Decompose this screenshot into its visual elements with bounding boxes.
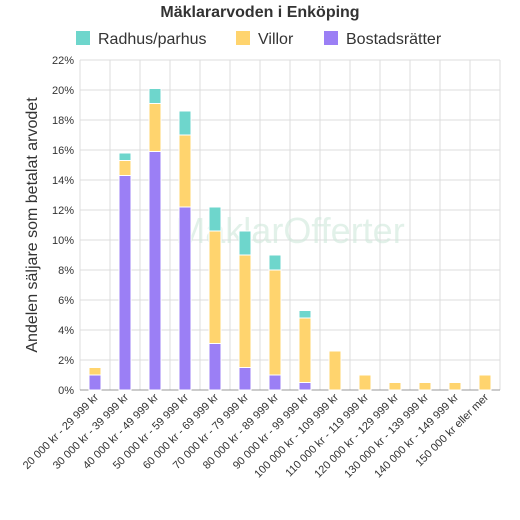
y-tick-label: 0%	[58, 385, 74, 397]
bar-segment	[478, 374, 492, 391]
bar-segment	[238, 367, 252, 391]
y-tick-label: 14%	[52, 175, 74, 187]
legend-swatch	[324, 31, 338, 45]
bar-segment	[118, 152, 132, 161]
bar-segment	[148, 88, 162, 104]
y-tick-label: 20%	[52, 85, 74, 97]
bar-segment	[238, 254, 252, 368]
bar-segment	[238, 230, 252, 256]
bar-segment	[298, 382, 312, 391]
y-axis-ticks: 0% 2% 4% 6% 8% 10% 12% 14% 16% 18% 20% 22%	[52, 55, 74, 397]
bar-segment	[88, 374, 102, 391]
bar-segment	[448, 382, 462, 391]
y-axis-label: Andelen säljare som betalat arvodet	[24, 97, 41, 353]
bar-segment	[148, 103, 162, 152]
bar-segment	[118, 160, 132, 176]
bar-segment	[268, 254, 282, 271]
bar-segment	[178, 110, 192, 136]
bars	[88, 88, 492, 391]
y-tick-label: 10%	[52, 235, 74, 247]
y-tick-label: 12%	[52, 205, 74, 217]
bar-segment	[118, 175, 132, 391]
y-tick-label: 18%	[52, 115, 74, 127]
bar-segment	[208, 230, 222, 344]
bar-segment	[88, 367, 102, 376]
bar-segment	[388, 382, 402, 391]
y-tick-label: 2%	[58, 355, 74, 367]
legend: Radhus/parhus Villor Bostadsrätter	[76, 31, 442, 48]
legend-swatch	[76, 31, 90, 45]
bar-segment	[328, 350, 342, 391]
bar-segment	[298, 317, 312, 383]
y-tick-label: 16%	[52, 145, 74, 157]
bar-segment	[418, 382, 432, 391]
legend-label: Villor	[258, 31, 294, 48]
legend-label: Bostadsrätter	[346, 31, 442, 48]
chart-title: Mäklararvoden i Enköping	[160, 4, 359, 21]
bar-segment	[148, 151, 162, 391]
bar-segment	[268, 269, 282, 376]
y-tick-label: 4%	[58, 325, 74, 337]
bar-segment	[358, 374, 372, 391]
legend-label: Radhus/parhus	[98, 31, 207, 48]
y-tick-label: 6%	[58, 295, 74, 307]
bar-segment	[178, 134, 192, 208]
bar-segment	[298, 310, 312, 319]
bar-segment	[268, 374, 282, 391]
bar-segment	[208, 343, 222, 391]
bar-segment	[208, 206, 222, 232]
y-tick-label: 8%	[58, 265, 74, 277]
bar-segment	[178, 206, 192, 391]
y-tick-label: 22%	[52, 55, 74, 67]
legend-swatch	[236, 31, 250, 45]
